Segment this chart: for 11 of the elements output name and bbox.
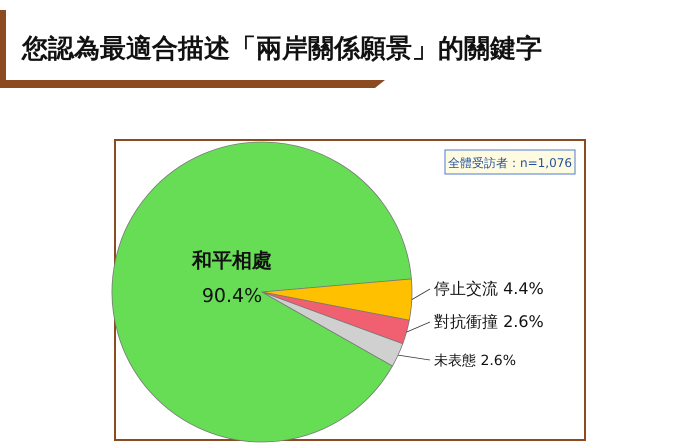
slice-label: 停止交流 [434,279,498,298]
data-label: 2.6% [503,312,544,331]
data-label: 90.4% [202,285,262,307]
slice-label: 和平相處 [191,248,272,272]
pie-slice [112,142,412,442]
text: 全體受訪者：n=1,076 [448,156,572,170]
slice-label: 未表態 [434,353,476,369]
slice-label: 對抗衝撞 [434,312,498,331]
chart-title: 您認為最適合描述「兩岸關係願景」的關鍵字 [21,34,542,64]
data-label: 2.6% [480,353,516,369]
data-label: 4.4% [503,279,544,298]
